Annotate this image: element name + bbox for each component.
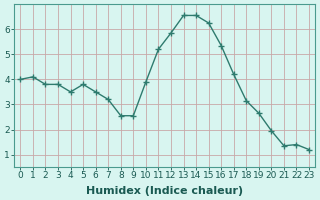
X-axis label: Humidex (Indice chaleur): Humidex (Indice chaleur) xyxy=(86,186,243,196)
